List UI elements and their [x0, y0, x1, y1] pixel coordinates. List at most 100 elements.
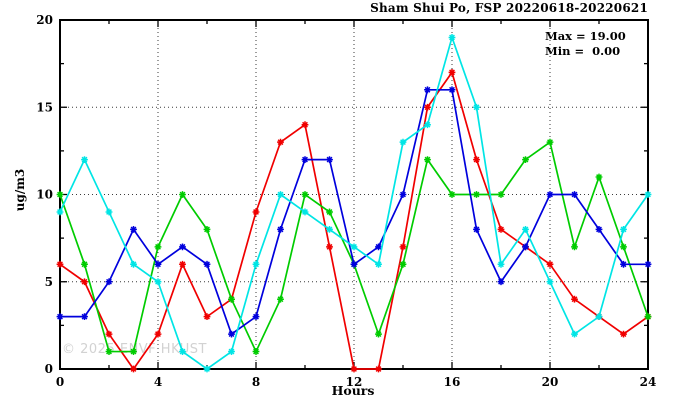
y-tick-label: 5: [45, 275, 53, 289]
data-point-green: [620, 243, 627, 251]
data-point-green: [571, 243, 578, 251]
data-point-cyan: [375, 260, 382, 268]
data-point-red: [448, 68, 456, 76]
x-tick-label: 4: [154, 375, 162, 389]
data-point-red: [399, 243, 407, 251]
y-tick-label: 0: [45, 362, 53, 376]
data-point-red: [326, 243, 333, 251]
data-point-cyan: [350, 243, 358, 251]
data-point-green: [399, 260, 407, 268]
data-point-blue: [595, 226, 603, 233]
legend-stats: Max = 19.00 Min = 0.00: [545, 29, 626, 58]
x-tick-label: 0: [56, 375, 64, 389]
data-point-red: [546, 260, 554, 268]
data-point-blue: [326, 156, 333, 163]
data-point-cyan: [105, 208, 113, 216]
x-tick-label: 8: [252, 375, 260, 389]
data-point-blue: [130, 226, 137, 233]
data-point-blue: [620, 260, 627, 268]
data-point-blue: [644, 260, 652, 268]
data-point-cyan: [571, 330, 578, 338]
series-line-cyan: [59, 34, 649, 371]
data-point-blue: [350, 260, 358, 268]
data-point-red: [375, 365, 382, 373]
chart-title: Sham Shui Po, FSP 20220618-20220621: [370, 1, 648, 15]
x-tick-label: 24: [640, 375, 657, 389]
legend-max-value: Max = 19.00: [545, 29, 626, 43]
data-point-blue: [56, 313, 64, 321]
data-point-cyan: [399, 138, 407, 146]
data-point-cyan: [546, 278, 554, 286]
data-point-red: [473, 156, 480, 163]
x-tick-label: 16: [444, 375, 461, 389]
data-point-cyan: [130, 260, 137, 268]
x-tick-label: 12: [346, 375, 363, 389]
data-point-green: [473, 191, 480, 198]
data-point-red: [620, 330, 627, 338]
data-point-cyan: [448, 34, 456, 41]
data-point-blue: [154, 260, 162, 268]
x-axis-label: Hours: [331, 383, 375, 398]
data-point-blue: [448, 86, 456, 94]
data-point-cyan: [644, 191, 652, 198]
data-point-red: [252, 208, 260, 216]
data-point-red: [350, 365, 358, 373]
data-point-red: [179, 260, 186, 268]
data-point-blue: [105, 278, 113, 286]
y-tick-label: 20: [36, 13, 53, 27]
data-point-blue: [375, 243, 382, 251]
data-point-green: [326, 208, 333, 216]
data-point-blue: [179, 243, 186, 251]
data-point-cyan: [522, 226, 529, 233]
data-point-cyan: [326, 226, 333, 233]
data-point-cyan: [81, 156, 88, 163]
data-point-green: [277, 295, 284, 303]
data-point-green: [522, 156, 529, 163]
data-point-blue: [81, 313, 88, 321]
data-point-green: [424, 156, 431, 163]
data-point-blue: [228, 330, 235, 338]
data-point-blue: [522, 243, 529, 251]
data-point-green: [301, 191, 309, 198]
data-point-red: [277, 138, 284, 146]
data-point-cyan: [228, 348, 235, 355]
data-point-red: [105, 330, 113, 338]
data-point-cyan: [252, 260, 260, 268]
data-point-red: [497, 226, 505, 233]
data-point-cyan: [203, 365, 211, 373]
data-point-blue: [473, 226, 480, 233]
y-tick-label: 15: [36, 100, 53, 114]
data-point-red: [81, 278, 88, 286]
data-point-cyan: [620, 226, 627, 233]
data-point-red: [424, 103, 431, 111]
data-point-blue: [252, 313, 260, 321]
data-point-cyan: [179, 348, 186, 355]
data-point-green: [546, 138, 554, 146]
series-line-blue: [60, 88, 648, 336]
data-point-cyan: [56, 208, 64, 216]
data-point-green: [56, 191, 64, 198]
data-point-red: [130, 365, 137, 373]
data-point-cyan: [497, 260, 505, 268]
data-point-blue: [571, 191, 578, 198]
data-point-green: [81, 260, 88, 268]
data-point-red: [203, 313, 211, 321]
data-point-blue: [424, 86, 431, 94]
data-point-blue: [399, 191, 407, 198]
data-point-green: [595, 173, 603, 181]
data-point-blue: [497, 278, 505, 286]
data-point-green: [105, 348, 113, 355]
data-point-blue: [277, 226, 284, 233]
data-point-green: [375, 330, 382, 338]
data-point-green: [252, 348, 260, 355]
data-point-cyan: [154, 278, 162, 286]
data-point-green: [179, 191, 186, 198]
data-point-blue: [203, 260, 211, 268]
data-point-green: [228, 295, 235, 303]
data-point-green: [448, 191, 456, 198]
data-point-green: [644, 313, 652, 321]
data-point-red: [56, 260, 64, 268]
data-point-red: [301, 121, 309, 129]
